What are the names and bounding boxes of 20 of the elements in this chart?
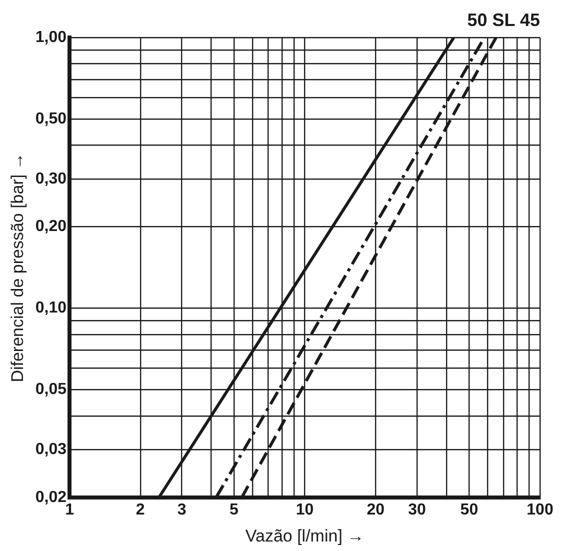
x-tick-label: 30	[408, 501, 426, 518]
x-tick-label: 1	[65, 501, 74, 518]
x-tick-label: 3	[177, 501, 186, 518]
x-tick-label: 10	[296, 501, 314, 518]
x-tick-label: 2	[136, 501, 145, 518]
y-tick-label: 0,50	[35, 110, 67, 128]
x-axis-title: Vazão [l/min] →	[245, 526, 364, 546]
y-tick-label: 0,05	[35, 381, 67, 398]
y-tick-label: 0,20	[35, 218, 67, 236]
y-tick-label: 0,03	[35, 441, 67, 458]
y-tick-label: 0,10	[35, 300, 67, 317]
x-tick-label: 100	[526, 501, 554, 518]
x-tick-label: 50	[460, 501, 478, 518]
y-axis-title: Diferencial de pressão [bar] →	[8, 152, 27, 382]
y-tick-label: 0,02	[35, 488, 67, 506]
x-tick-label: 5	[230, 501, 239, 518]
y-tick-label: 0,30	[35, 170, 67, 188]
y-tick-label: 1,00	[35, 29, 67, 46]
x-tick-label: 20	[366, 501, 385, 518]
chart-title: 50 SL 45	[467, 10, 540, 30]
